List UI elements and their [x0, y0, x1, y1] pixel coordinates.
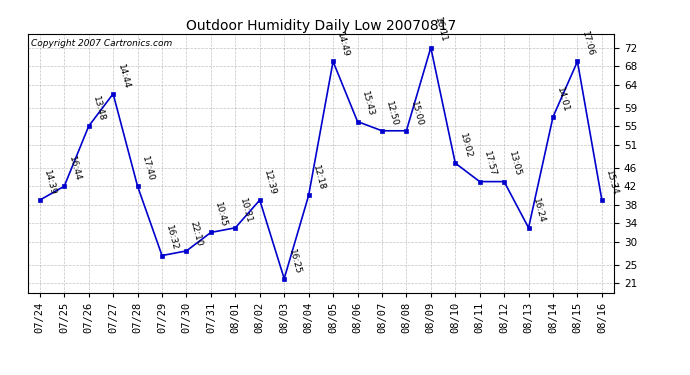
Text: 19:02: 19:02 — [457, 132, 473, 159]
Text: 22:10: 22:10 — [189, 220, 204, 247]
Text: 14:44: 14:44 — [116, 63, 131, 90]
Text: 12:50: 12:50 — [384, 100, 400, 127]
Text: 10:45: 10:45 — [213, 201, 228, 229]
Text: 16:44: 16:44 — [67, 156, 82, 183]
Text: 12:39: 12:39 — [262, 169, 277, 196]
Text: 14:49: 14:49 — [335, 31, 351, 58]
Text: 16:24: 16:24 — [531, 197, 546, 224]
Text: 13:48: 13:48 — [91, 95, 106, 123]
Text: 17:57: 17:57 — [482, 151, 497, 178]
Text: 15:34: 15:34 — [604, 169, 620, 196]
Text: 16:11: 16:11 — [433, 16, 448, 44]
Title: Outdoor Humidity Daily Low 20070817: Outdoor Humidity Daily Low 20070817 — [186, 19, 456, 33]
Text: 17:40: 17:40 — [140, 155, 155, 183]
Text: 12:18: 12:18 — [311, 165, 326, 192]
Text: 17:06: 17:06 — [580, 30, 595, 58]
Text: 14:01: 14:01 — [555, 86, 571, 113]
Text: Copyright 2007 Cartronics.com: Copyright 2007 Cartronics.com — [30, 39, 172, 48]
Text: 13:05: 13:05 — [506, 151, 522, 178]
Text: 10:31: 10:31 — [238, 197, 253, 224]
Text: 16:25: 16:25 — [286, 248, 302, 275]
Text: 15:43: 15:43 — [360, 91, 375, 118]
Text: 16:32: 16:32 — [164, 225, 180, 252]
Text: 14:39: 14:39 — [42, 169, 58, 196]
Text: 15:00: 15:00 — [408, 100, 424, 127]
